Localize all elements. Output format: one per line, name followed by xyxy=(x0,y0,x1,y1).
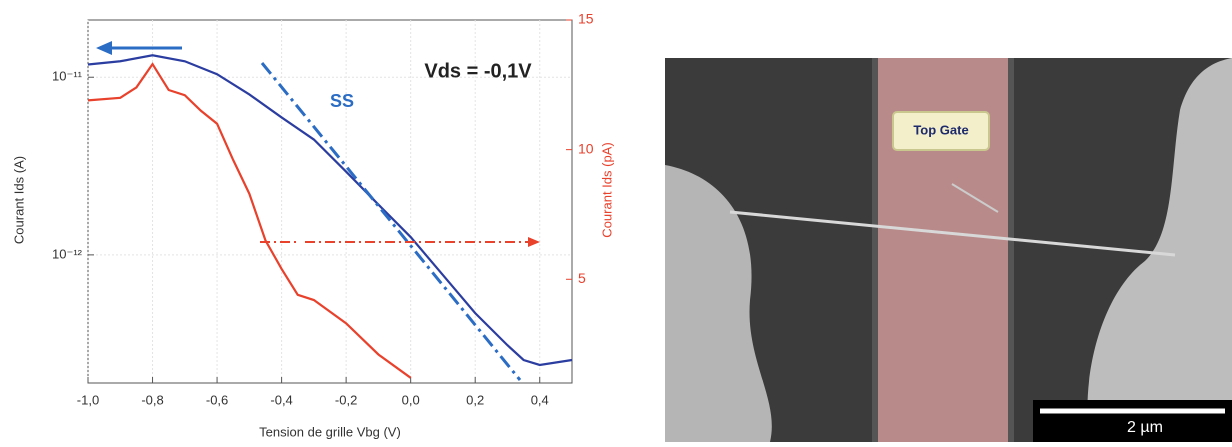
y2-axis-title: Courant Ids (pA) xyxy=(599,142,614,237)
gate-edge xyxy=(872,58,878,442)
y2-tick-label: 10 xyxy=(578,140,594,156)
right-arrow-head xyxy=(528,237,540,247)
gate-edge xyxy=(1008,58,1014,442)
x-tick-label: 0,4 xyxy=(531,392,549,407)
scale-label: 2 µm xyxy=(1127,419,1163,436)
y-tick-label: 10⁻¹¹ xyxy=(52,69,83,84)
x-tick-label: -0,2 xyxy=(335,392,357,407)
x-tick-label: -0,8 xyxy=(141,392,163,407)
x-tick-label: 0,0 xyxy=(402,392,420,407)
left-electrode xyxy=(665,165,772,442)
left-arrow-head xyxy=(96,41,112,55)
y2-tick-label: 15 xyxy=(578,11,594,27)
annotation: SS xyxy=(330,91,354,111)
annotation: Vds = -0,1V xyxy=(424,60,532,82)
chart: -1,0 -0,8 -0,6 -0,4 -0,2 0,0 0,2 0,4 10⁻¹² 10⁻¹¹ 5… xyxy=(52,11,594,408)
x-axis-title: Tension de grille Vbg (V) xyxy=(259,424,401,439)
nanowire xyxy=(729,210,1176,257)
y2-tick-label: 5 xyxy=(578,270,586,286)
wire-branch xyxy=(951,183,999,213)
x-tick-label: -0,4 xyxy=(270,392,292,407)
right-electrode xyxy=(1087,58,1232,442)
x-tick-label: -0,6 xyxy=(206,392,228,407)
sem-image: Top Gate 2 µm xyxy=(665,58,1232,442)
ss-tangent xyxy=(260,62,522,381)
y-tick-label: 10⁻¹² xyxy=(52,246,83,261)
gate-label: Top Gate xyxy=(913,122,968,137)
y-axis-title: Courant Ids (A) xyxy=(11,156,26,244)
x-tick-label: 0,2 xyxy=(466,392,484,407)
series-line xyxy=(87,54,573,367)
x-tick-label: -1,0 xyxy=(77,392,99,407)
scale-box xyxy=(1033,400,1232,442)
series-line xyxy=(87,62,412,379)
gate-label-box xyxy=(892,111,990,151)
